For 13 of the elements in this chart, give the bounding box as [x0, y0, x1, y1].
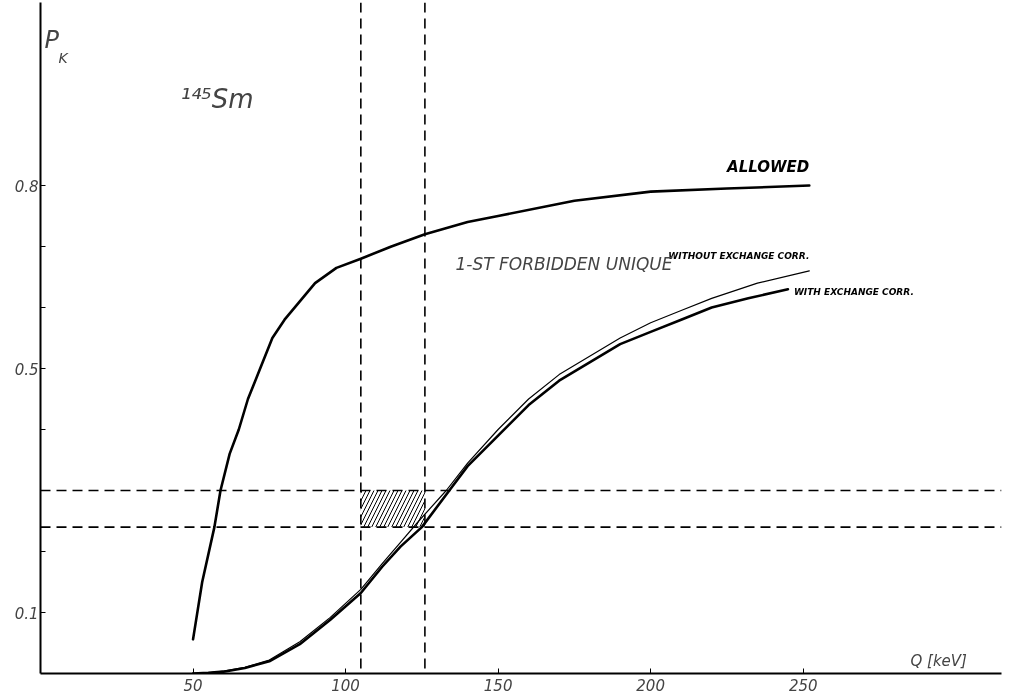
x-tick-label: 50 — [183, 676, 203, 695]
x-tick-label: 200 — [636, 676, 665, 695]
y-tick-label: 0.8 — [14, 177, 39, 196]
annotation: ¹⁴⁵Sm — [180, 83, 254, 114]
x-axis-title: Q [keV] — [910, 651, 968, 670]
y-tick-label: 0.5 — [14, 360, 39, 379]
x-tick-label: 250 — [788, 676, 818, 695]
series-label: WITH EXCHANGE CORR. — [793, 287, 914, 298]
x-tick-label: 100 — [331, 676, 360, 695]
y-axis-title: PK — [44, 25, 70, 66]
series-label: ALLOWED — [726, 157, 810, 176]
y-tick-label: 0.1 — [14, 604, 39, 623]
x-tick-label: 150 — [483, 676, 513, 695]
